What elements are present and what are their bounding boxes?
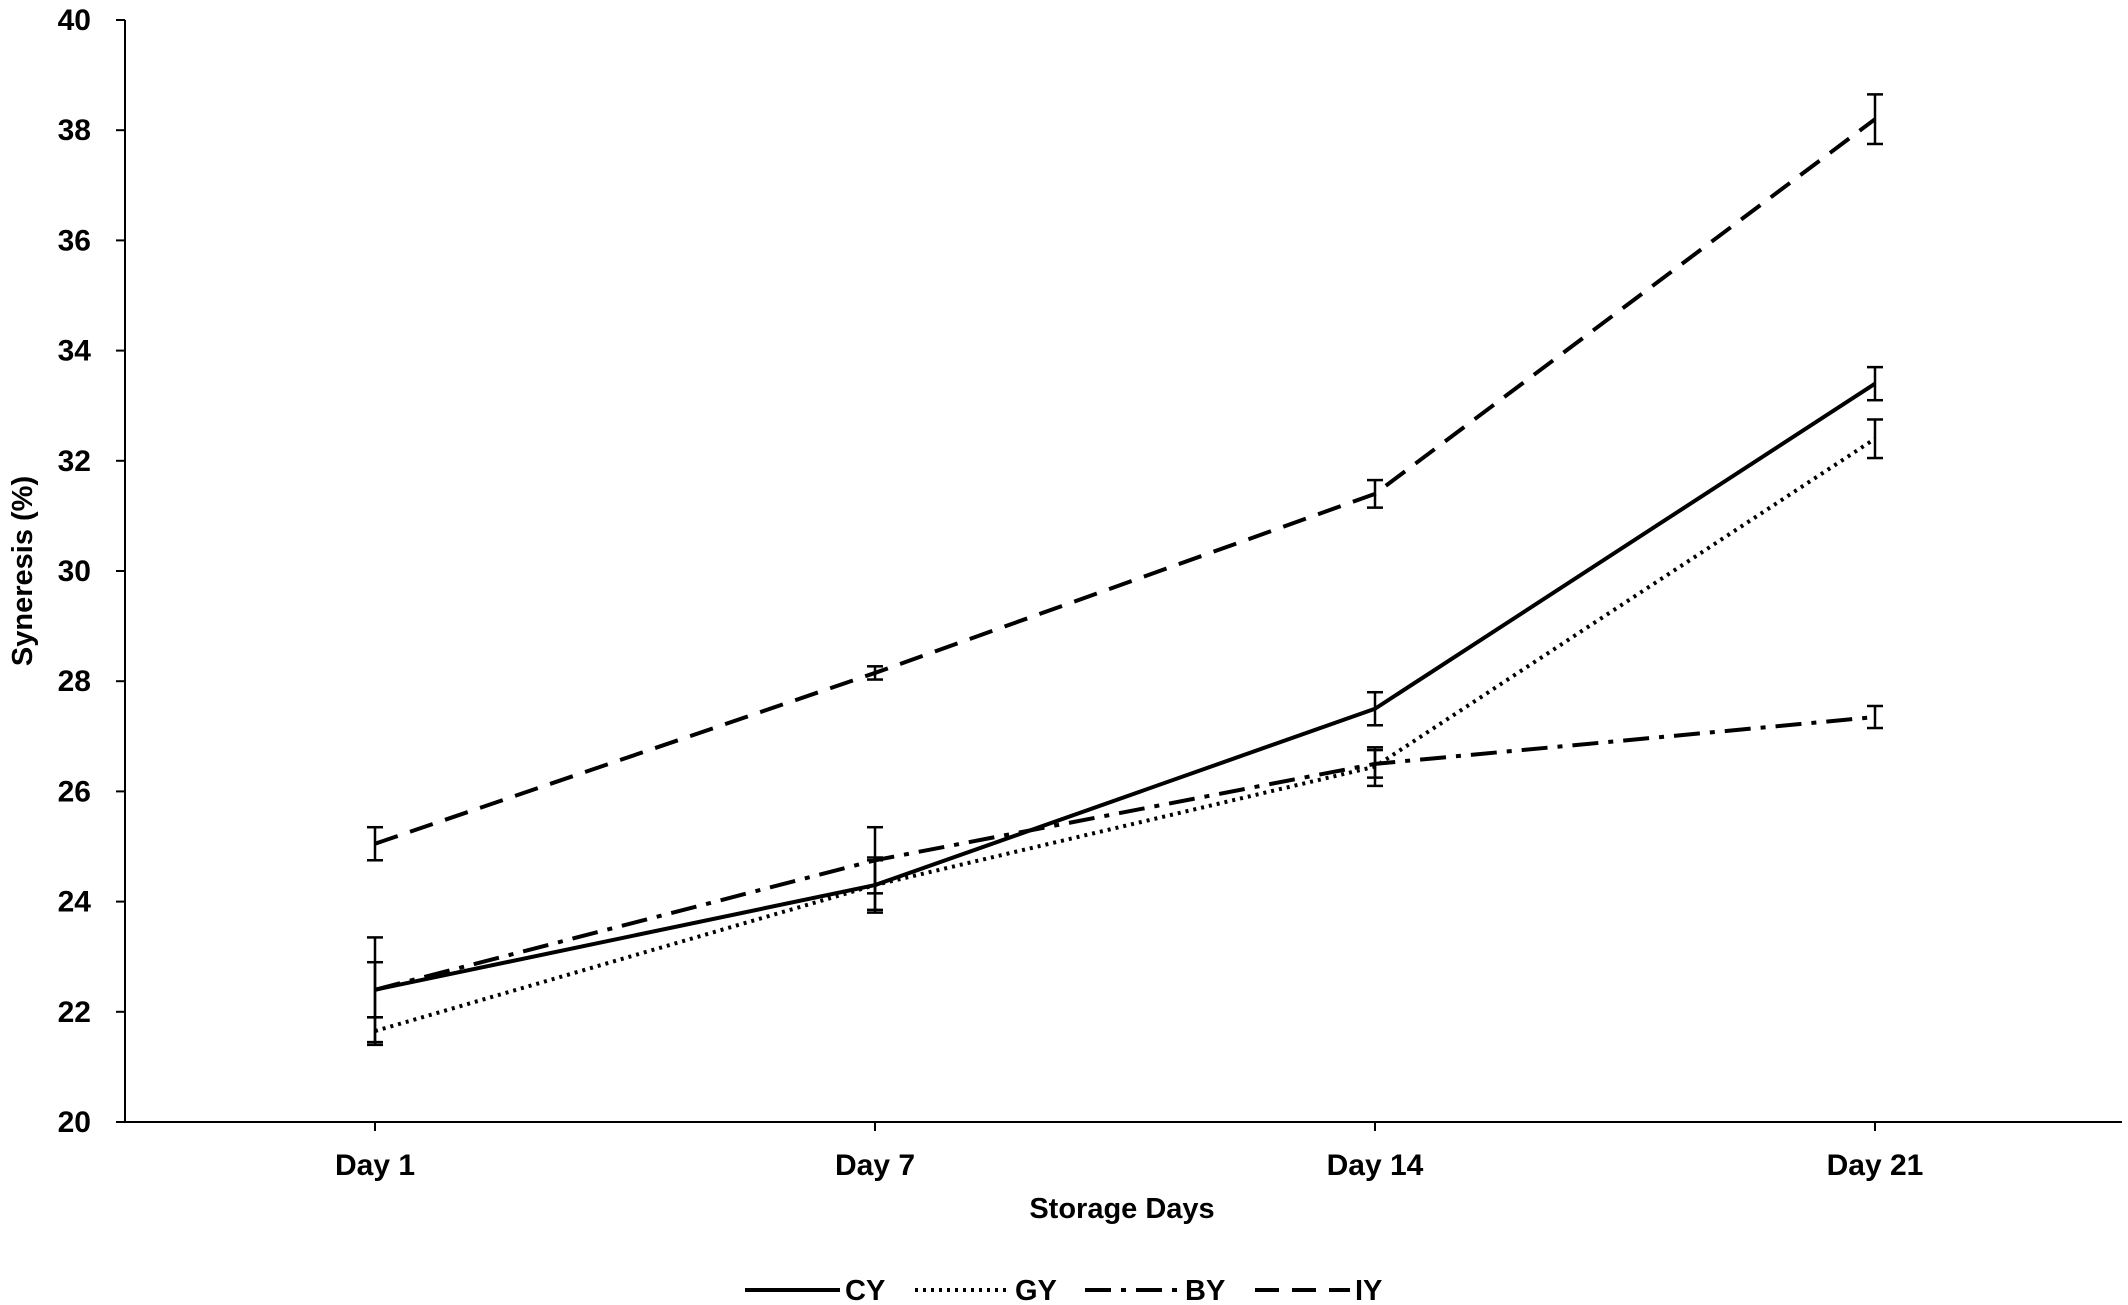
x-axis-ticks: Day 1 Day 7 Day 14 Day 21 (335, 1122, 1923, 1182)
y-tick-label: 24 (58, 886, 92, 919)
legend-item-by: BY (1085, 1275, 1225, 1305)
legend: CY GY BY IY (745, 1275, 1382, 1305)
error-bar (1867, 365, 1883, 402)
error-bar (1867, 704, 1883, 730)
series-iy (367, 93, 1883, 862)
series-cy (367, 365, 1883, 1044)
x-tick-label: Day 7 (835, 1149, 915, 1182)
error-bar (867, 825, 883, 895)
x-tick-label: Day 21 (1827, 1149, 1924, 1182)
error-bar (1867, 93, 1883, 146)
y-tick-label: 36 (58, 224, 91, 257)
y-tick-label: 38 (58, 114, 91, 147)
legend-label: IY (1355, 1275, 1382, 1305)
legend-label: CY (845, 1275, 885, 1305)
legend-item-cy: CY (745, 1275, 885, 1305)
y-tick-label: 34 (58, 335, 92, 368)
series-layer (367, 93, 1883, 1047)
series-line (374, 381, 1877, 992)
x-tick-label: Day 1 (335, 1149, 415, 1182)
legend-label: GY (1015, 1275, 1057, 1305)
x-tick-label: Day 14 (1327, 1149, 1424, 1182)
legend-label: BY (1185, 1275, 1225, 1305)
y-tick-label: 28 (58, 665, 91, 698)
series-by (367, 704, 1883, 1019)
x-axis-title: Storage Days (1029, 1193, 1214, 1225)
error-bar (1367, 690, 1383, 727)
error-bar (367, 960, 383, 1019)
y-axis-ticks: 20 22 24 26 28 30 32 34 36 38 40 (58, 4, 125, 1139)
error-bar (367, 825, 383, 862)
y-tick-label: 26 (58, 775, 91, 808)
series-line (374, 117, 1877, 846)
legend-item-gy: GY (915, 1275, 1057, 1305)
error-bar (1367, 748, 1383, 779)
series-line (374, 715, 1876, 992)
chart-axes (124, 20, 2122, 1123)
series-gy (367, 418, 1883, 1047)
error-bar (1367, 478, 1383, 509)
y-tick-label: 30 (58, 555, 91, 588)
y-axis-title: Syneresis (%) (7, 476, 39, 666)
y-tick-label: 32 (58, 445, 91, 478)
error-bar (867, 665, 883, 681)
y-tick-label: 22 (58, 996, 91, 1029)
legend-item-iy: IY (1255, 1275, 1382, 1305)
series-line (374, 437, 1877, 1034)
y-tick-label: 20 (58, 1106, 91, 1139)
error-bar (367, 1016, 383, 1047)
y-tick-label: 40 (58, 4, 91, 37)
error-bar (1867, 418, 1883, 460)
